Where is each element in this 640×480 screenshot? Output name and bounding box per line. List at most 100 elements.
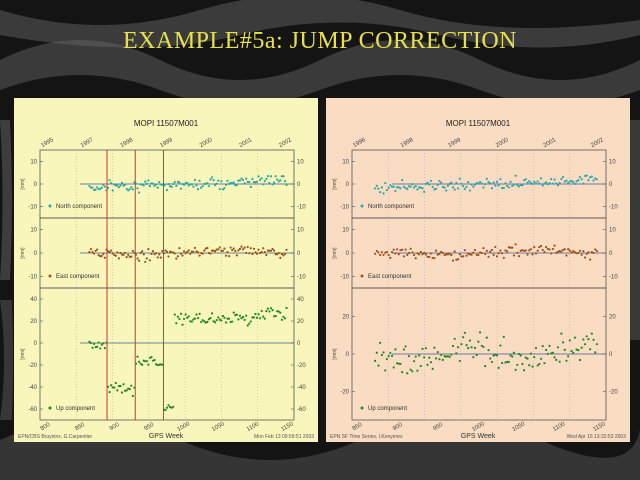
panel-frame-up <box>39 287 295 421</box>
y-tick-right: -60 <box>297 407 306 413</box>
data-point-north <box>507 186 510 189</box>
data-point-east <box>465 254 468 257</box>
data-point-north <box>209 178 212 181</box>
data-point-north <box>528 180 531 183</box>
data-point-east <box>568 249 571 252</box>
data-point-north <box>465 185 468 188</box>
data-point-east <box>114 254 117 257</box>
data-point-north <box>116 184 119 187</box>
y-tick-left: 0 <box>346 352 350 358</box>
data-point-up <box>411 370 414 373</box>
data-point-north <box>248 180 251 183</box>
data-point-north <box>142 184 145 187</box>
data-point-east <box>260 250 263 254</box>
data-point-east <box>553 244 556 247</box>
data-point-north <box>543 182 546 185</box>
y-tick-left: -10 <box>28 205 37 211</box>
data-point-east <box>484 252 487 256</box>
legend-marker-up <box>360 406 364 410</box>
data-point-east <box>232 247 235 250</box>
data-point-up <box>421 347 424 351</box>
data-point-north <box>102 183 105 187</box>
data-point-north <box>406 187 409 191</box>
data-point-up <box>506 360 509 363</box>
data-point-north <box>399 187 402 190</box>
data-point-east <box>392 248 395 251</box>
data-point-east <box>161 249 164 253</box>
data-point-north <box>553 178 556 181</box>
data-point-north <box>441 185 444 189</box>
data-point-up <box>280 318 283 321</box>
data-point-up <box>521 362 524 366</box>
data-point-east <box>409 247 412 250</box>
data-point-up <box>206 320 209 324</box>
data-point-east <box>110 249 113 252</box>
data-point-east <box>573 251 577 254</box>
data-point-up <box>375 351 378 354</box>
data-point-up <box>528 364 531 367</box>
data-point-north <box>144 180 147 183</box>
bottom-tick-label: 850 <box>74 422 86 433</box>
legend-marker-east <box>360 274 364 278</box>
data-point-east <box>514 243 517 246</box>
data-point-north <box>130 186 133 189</box>
data-point-north <box>418 186 421 189</box>
data-point-east <box>156 256 159 259</box>
data-point-north <box>201 185 204 188</box>
data-point-up <box>499 344 502 347</box>
data-point-north <box>148 184 152 188</box>
data-point-east <box>229 246 232 249</box>
data-point-north <box>103 185 107 188</box>
data-point-east <box>262 247 265 250</box>
data-point-up <box>252 316 256 319</box>
data-point-up <box>179 312 183 315</box>
data-point-up <box>170 406 173 409</box>
data-point-up <box>113 386 116 389</box>
y-tick-left: 10 <box>342 159 349 165</box>
data-point-north <box>227 182 231 186</box>
footer-right: Mon Feb 13 09:59:51 2003 <box>254 434 314 440</box>
data-point-east <box>448 252 451 255</box>
data-point-east <box>543 250 546 254</box>
data-point-up <box>480 344 483 347</box>
data-point-east <box>478 251 482 254</box>
data-point-east <box>548 248 551 251</box>
data-point-east <box>91 251 94 254</box>
data-point-up <box>263 317 266 320</box>
data-point-east <box>276 253 279 256</box>
y-tick-left: -60 <box>28 407 37 413</box>
data-point-north <box>276 178 279 181</box>
data-point-north <box>582 182 585 185</box>
data-point-north <box>404 186 407 190</box>
data-point-north <box>494 184 497 187</box>
data-point-north <box>509 180 512 183</box>
data-point-up <box>587 337 590 341</box>
data-point-east <box>541 248 544 252</box>
data-point-up <box>257 313 260 316</box>
x-axis-label: GPS Week <box>149 433 184 440</box>
data-point-north <box>175 184 178 188</box>
data-point-up <box>473 346 477 350</box>
data-point-up <box>416 369 419 372</box>
data-point-east <box>254 251 257 254</box>
bottom-tick-label: 1150 <box>280 421 295 433</box>
data-point-north <box>539 177 543 180</box>
data-point-east <box>227 255 231 258</box>
data-point-up <box>583 343 587 346</box>
data-point-north <box>151 182 155 185</box>
data-point-up <box>96 345 99 348</box>
data-point-north <box>268 181 271 185</box>
data-point-north <box>94 188 97 191</box>
data-point-up <box>238 314 242 317</box>
data-point-up <box>282 315 285 318</box>
data-point-north <box>462 185 465 188</box>
data-point-east <box>245 251 248 255</box>
data-point-north <box>517 185 521 188</box>
top-tick-label: 1999 <box>159 137 174 149</box>
data-point-east <box>373 252 377 255</box>
data-point-up <box>536 364 539 367</box>
data-point-up <box>446 355 450 358</box>
data-point-east <box>151 250 155 253</box>
data-point-up <box>485 336 488 339</box>
data-point-north <box>426 181 429 184</box>
